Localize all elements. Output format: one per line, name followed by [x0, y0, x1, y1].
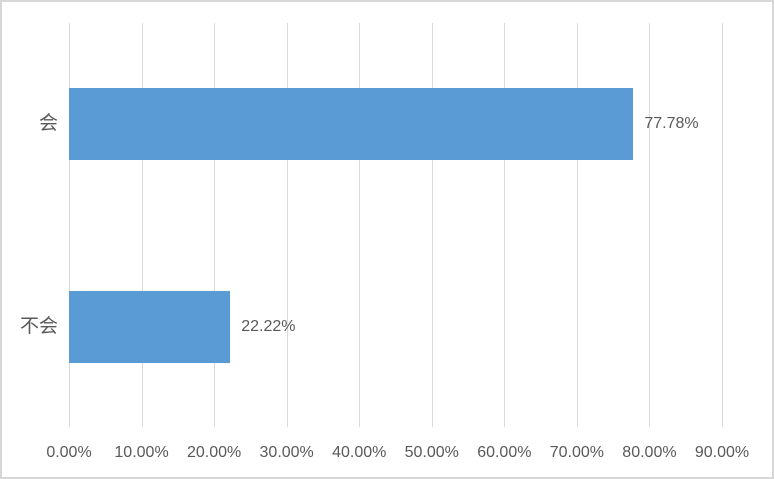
bar-会 — [69, 88, 634, 161]
x-tick-label: 10.00% — [114, 444, 169, 461]
x-tick-label: 30.00% — [259, 444, 314, 461]
category-label: 不会 — [19, 315, 58, 337]
x-tick-label: 60.00% — [477, 444, 532, 461]
bar-不会 — [69, 290, 231, 363]
data-label: 22.22% — [241, 317, 296, 335]
gridline — [359, 23, 361, 427]
gridline — [722, 23, 723, 427]
x-tick-label: 70.00% — [549, 444, 604, 461]
gridline — [69, 23, 70, 427]
x-tick-label: 40.00% — [332, 444, 387, 461]
gridline — [431, 23, 433, 427]
gridline — [504, 23, 506, 427]
gridline — [141, 23, 143, 427]
x-tick-label: 0.00% — [46, 444, 92, 461]
gridline — [214, 23, 216, 427]
gridline — [649, 23, 651, 427]
x-tick-label: 90.00% — [694, 444, 750, 461]
data-label: 77.78% — [644, 115, 699, 133]
gridline — [286, 23, 288, 427]
x-tick-label: 50.00% — [404, 444, 459, 461]
gridline — [576, 23, 578, 427]
category-label: 会 — [38, 113, 58, 135]
x-tick-label: 80.00% — [622, 444, 677, 461]
x-tick-label: 20.00% — [186, 444, 242, 461]
